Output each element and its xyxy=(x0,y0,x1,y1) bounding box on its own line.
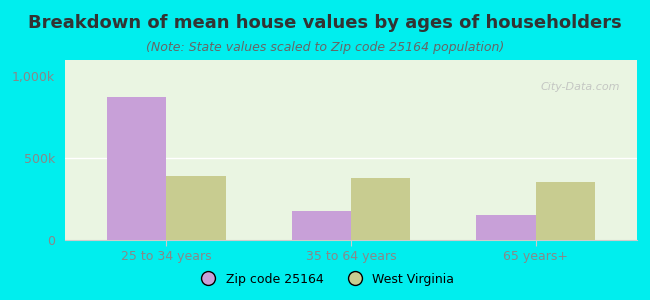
Legend: Zip code 25164, West Virginia: Zip code 25164, West Virginia xyxy=(190,268,460,291)
Text: (Note: State values scaled to Zip code 25164 population): (Note: State values scaled to Zip code 2… xyxy=(146,40,504,53)
Bar xyxy=(166,176,226,240)
Bar xyxy=(536,182,595,240)
Bar xyxy=(476,215,536,240)
Text: Breakdown of mean house values by ages of householders: Breakdown of mean house values by ages o… xyxy=(28,14,622,32)
Bar xyxy=(351,178,410,240)
Text: City-Data.com: City-Data.com xyxy=(540,82,620,92)
Bar xyxy=(107,97,166,240)
Bar xyxy=(292,212,351,240)
